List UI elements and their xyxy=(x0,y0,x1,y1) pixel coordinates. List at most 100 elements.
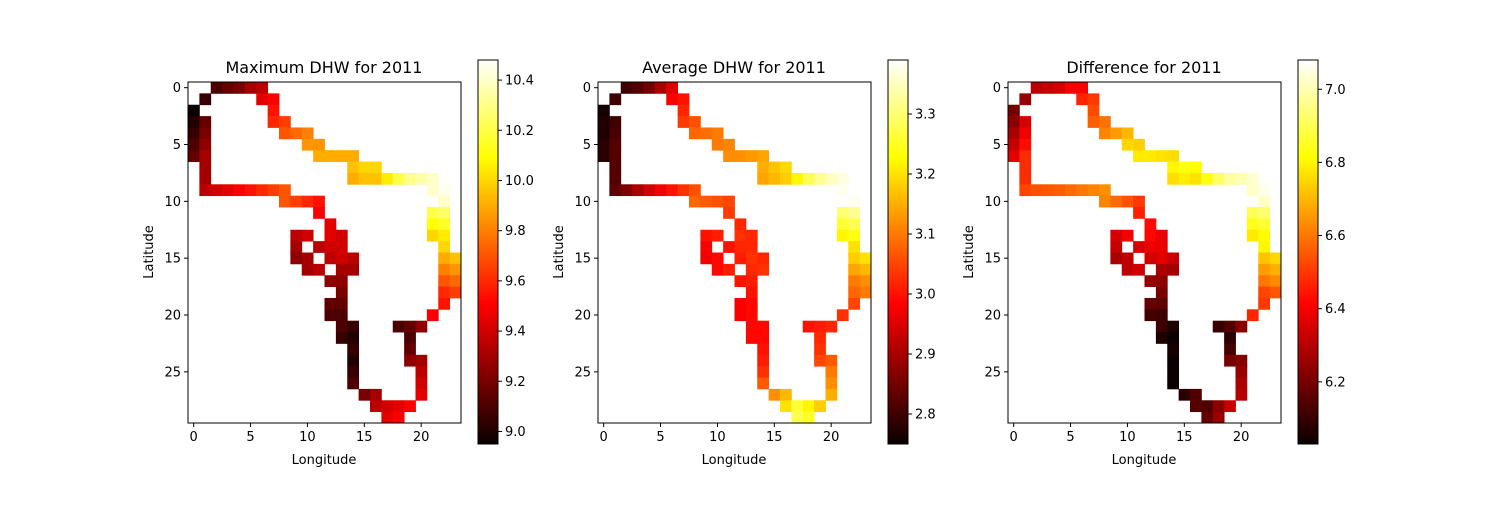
colorbar-tick-label: 6.6 xyxy=(1325,229,1346,244)
chart-title: Maximum DHW for 2011 xyxy=(226,58,423,77)
heatmap-cell xyxy=(313,195,325,208)
heatmap-cell xyxy=(1258,252,1271,265)
heatmap-cell xyxy=(1121,195,1134,208)
x-tick-label: 20 xyxy=(413,430,430,445)
heatmap-cell xyxy=(825,354,838,367)
heatmap-cell xyxy=(426,207,439,219)
heatmap-cell xyxy=(404,354,416,367)
heatmap-cell xyxy=(222,82,234,94)
y-tick-label: 20 xyxy=(574,309,591,324)
heatmap-cell xyxy=(188,116,200,128)
heatmap-cell xyxy=(335,229,348,242)
heatmap-cell xyxy=(1224,332,1236,344)
heatmap-cell xyxy=(836,184,849,197)
colorbar-tick-label: 3.1 xyxy=(915,228,936,243)
heatmap-cell xyxy=(426,172,439,185)
heatmap-cell xyxy=(825,388,838,401)
heatmap-cell xyxy=(426,309,439,322)
heatmap-cell xyxy=(449,252,462,265)
heatmap-cell xyxy=(1269,263,1282,276)
y-ticks: 0 5 10 15 20 25 xyxy=(984,81,1008,380)
heatmap-cell xyxy=(279,184,291,197)
colorbar-tick-label: 3.0 xyxy=(915,288,936,303)
heatmap-cell xyxy=(267,93,280,106)
heatmap-cell xyxy=(1258,207,1271,219)
heatmap-cell xyxy=(324,275,337,287)
colorbar-tick-label: 6.2 xyxy=(1325,375,1346,390)
heatmap-cell xyxy=(438,263,451,276)
heatmap-cell xyxy=(1235,377,1248,390)
heatmap-cell xyxy=(1190,400,1202,413)
heatmap-cell xyxy=(1087,116,1100,128)
axes-frame xyxy=(1007,81,1282,424)
colorbar-tick-label: 7.0 xyxy=(1325,83,1346,98)
heatmap-cell xyxy=(677,93,690,106)
y-ticks: 0 5 10 15 20 25 xyxy=(164,81,188,380)
heatmap-cell xyxy=(836,218,849,231)
heatmap-cell xyxy=(757,263,770,276)
heatmap-cell xyxy=(290,229,303,242)
heatmap-cell xyxy=(1224,343,1236,356)
heatmap-cell xyxy=(256,82,269,94)
heatmap-cell xyxy=(814,343,826,356)
heatmap-cell xyxy=(1246,229,1259,242)
heatmap-cell xyxy=(1258,241,1271,253)
axes-frame xyxy=(187,81,462,424)
colorbar-tick-label: 3.2 xyxy=(915,168,936,183)
heatmap-cell xyxy=(802,320,815,333)
heatmap-cell xyxy=(1224,400,1236,413)
heatmap-cell xyxy=(335,241,348,253)
panel-difference: Difference for 2011 0 5 10 15 20 0510152025 … xyxy=(962,58,1346,468)
x-axis-label: Longitude xyxy=(702,453,767,468)
colorbar-ticks: 6.2 6.4 6.6 6.8 7.0 xyxy=(1318,83,1346,390)
heatmap-cell xyxy=(609,138,622,151)
chart-title: Average DHW for 2011 xyxy=(642,58,826,77)
heatmap-cell xyxy=(757,150,770,162)
heatmap-cell xyxy=(1087,184,1100,197)
heatmap-cell xyxy=(859,252,872,265)
heatmap-cell xyxy=(802,400,815,413)
heatmap-cell xyxy=(335,263,348,276)
heatmap-cell xyxy=(324,241,337,253)
heatmap-cell xyxy=(210,82,223,94)
heatmap-cell xyxy=(1167,161,1180,174)
heatmap-cell xyxy=(1110,195,1123,208)
heatmap-cell xyxy=(598,138,610,151)
heatmap-cell xyxy=(802,411,815,424)
y-tick-label: 25 xyxy=(984,365,1001,380)
heatmap-cell xyxy=(210,184,223,197)
heatmap-cell xyxy=(1167,377,1180,390)
heatmap-cell xyxy=(381,400,394,413)
heatmap-cell xyxy=(199,172,212,185)
heatmap-cell xyxy=(598,127,610,140)
heatmap-cell xyxy=(1155,241,1168,253)
heatmap-cell xyxy=(290,241,303,253)
heatmap-cell xyxy=(723,150,735,162)
heatmap-cell xyxy=(426,229,439,242)
heatmap-cell xyxy=(324,150,337,162)
heatmap-cell xyxy=(1133,207,1145,219)
heatmap-cell xyxy=(620,82,633,94)
heatmap-cell xyxy=(745,332,758,344)
heatmap-cell xyxy=(199,150,212,162)
heatmap-cell xyxy=(757,332,770,344)
heatmap-cell xyxy=(347,377,360,390)
heatmap-cell xyxy=(1110,241,1123,253)
heatmap-cell xyxy=(1246,207,1259,219)
heatmap-cell xyxy=(1269,286,1282,299)
heatmap-cell xyxy=(188,104,200,117)
x-tick-label: 15 xyxy=(1176,430,1193,445)
chart-title: Difference for 2011 xyxy=(1066,58,1221,77)
heatmap-cell xyxy=(1144,252,1157,265)
heatmap-cell xyxy=(335,332,348,344)
heatmap-cell xyxy=(347,150,360,162)
heatmap-cell xyxy=(1110,229,1123,242)
heatmap-cell xyxy=(347,161,360,174)
heatmap-cell xyxy=(1178,161,1191,174)
x-tick-label: 5 xyxy=(1066,430,1074,445)
y-tick-label: 10 xyxy=(164,195,181,210)
heatmap-cell xyxy=(609,150,622,162)
heatmap-cell xyxy=(780,161,792,174)
heatmap-cell xyxy=(791,411,804,424)
heatmap-cell xyxy=(757,366,770,378)
